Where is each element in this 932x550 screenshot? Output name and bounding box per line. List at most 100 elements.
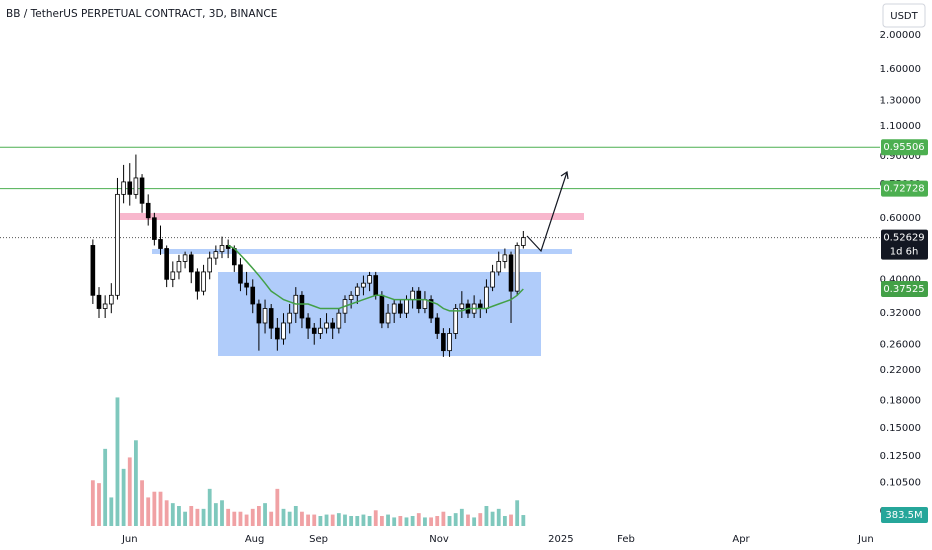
volume-bar [410, 516, 415, 526]
candle-body [207, 257, 213, 273]
candle-body [170, 271, 176, 280]
candle-body [213, 251, 219, 259]
volume-bar [509, 514, 513, 526]
volume-bar [318, 516, 323, 526]
candle-body [244, 282, 249, 288]
candle-body [447, 333, 452, 352]
volume-bar [287, 511, 292, 526]
volume-bar [496, 508, 501, 526]
y-tick-label: 0.22000 [880, 365, 921, 376]
volume-bar [361, 514, 366, 526]
volume-bar [453, 513, 458, 526]
volume-bar [521, 515, 526, 526]
candle-body [514, 245, 520, 292]
candle-body [158, 239, 163, 249]
candle-body [324, 322, 329, 329]
candle-body [367, 275, 372, 284]
volume-bar [109, 497, 114, 526]
volume-bar [201, 508, 206, 526]
volume-bar [478, 513, 483, 526]
y-tick-label: 0.12500 [880, 451, 921, 462]
y-tick-label: 0.32000 [880, 308, 921, 319]
volume-bar [213, 503, 218, 526]
volume-bar [121, 468, 126, 526]
volume-bar [306, 514, 310, 526]
ma-label: 0.37525 [883, 284, 924, 295]
volume-bar [386, 514, 390, 526]
candle-body [330, 322, 335, 329]
candle-body [182, 254, 188, 262]
y-tick-label: 0.26000 [880, 340, 921, 351]
level-label-bg [881, 180, 928, 197]
volume-bar [404, 517, 409, 526]
volume-bar [459, 508, 464, 526]
volume-bar [484, 506, 489, 526]
volume-bar [250, 508, 255, 526]
y-tick-label: 0.10500 [880, 477, 921, 488]
x-tick-label: Jun [857, 534, 874, 545]
volume-bar [490, 511, 495, 526]
candle-body [354, 286, 360, 296]
volume-bar [269, 511, 274, 526]
volume-bar [466, 514, 470, 526]
volume-bar [398, 516, 403, 526]
candle-body [398, 303, 403, 314]
candle-body [373, 275, 379, 296]
candle-body [318, 327, 323, 334]
volume-bar [502, 516, 507, 526]
candle-body [90, 245, 96, 296]
volume-bar [183, 511, 188, 526]
volume-bar [140, 480, 144, 526]
volume-bar [373, 510, 378, 526]
candle-body [287, 312, 292, 324]
candle-body [201, 271, 206, 292]
level-label-bg [881, 139, 928, 156]
volume-bar [263, 503, 267, 526]
candle-body [496, 261, 502, 273]
candle-body [379, 294, 385, 324]
volume-label: 383.5M [885, 510, 922, 521]
volume-bar [300, 511, 304, 526]
volume-bar [207, 488, 212, 526]
candle-body [139, 177, 145, 204]
ma-label-bg [881, 281, 928, 298]
candle-body [508, 254, 514, 292]
candle-body [127, 181, 133, 195]
candle-body [361, 282, 366, 288]
volume-bar [392, 517, 397, 526]
currency-button[interactable] [882, 3, 926, 28]
volume-bar [281, 508, 286, 526]
volume-bar [152, 491, 157, 526]
volume-bar [238, 511, 243, 526]
y-tick-label: 1.30000 [880, 95, 921, 106]
candle-body [256, 303, 262, 324]
candle-body [133, 177, 139, 195]
candle-body [250, 286, 256, 305]
x-tick-label: Sep [309, 534, 328, 545]
candle-body [145, 202, 151, 219]
volume-bar [447, 516, 452, 526]
candle-body [262, 308, 268, 324]
currency-label[interactable]: USDT [890, 11, 918, 22]
x-tick-label: Feb [617, 534, 635, 545]
volume-bar [515, 500, 520, 526]
volume-bar [256, 506, 261, 526]
candle-body [219, 245, 225, 253]
volume-bar [226, 508, 231, 526]
x-tick-label: 2025 [548, 534, 573, 545]
candle-body [391, 303, 397, 314]
candle-body [385, 312, 391, 324]
candle-body [336, 312, 342, 329]
countdown: 1d 6h [890, 247, 919, 258]
volume-bar [220, 500, 224, 526]
candle-body [96, 294, 102, 309]
y-tick-label: 1.60000 [880, 64, 921, 75]
volume-bar [441, 511, 446, 526]
candle-body [152, 217, 157, 240]
candle-body [348, 294, 354, 300]
y-tick-label: 0.60000 [880, 213, 921, 224]
last-price-label: 0.52629 [883, 233, 924, 244]
candle-body [428, 299, 434, 319]
